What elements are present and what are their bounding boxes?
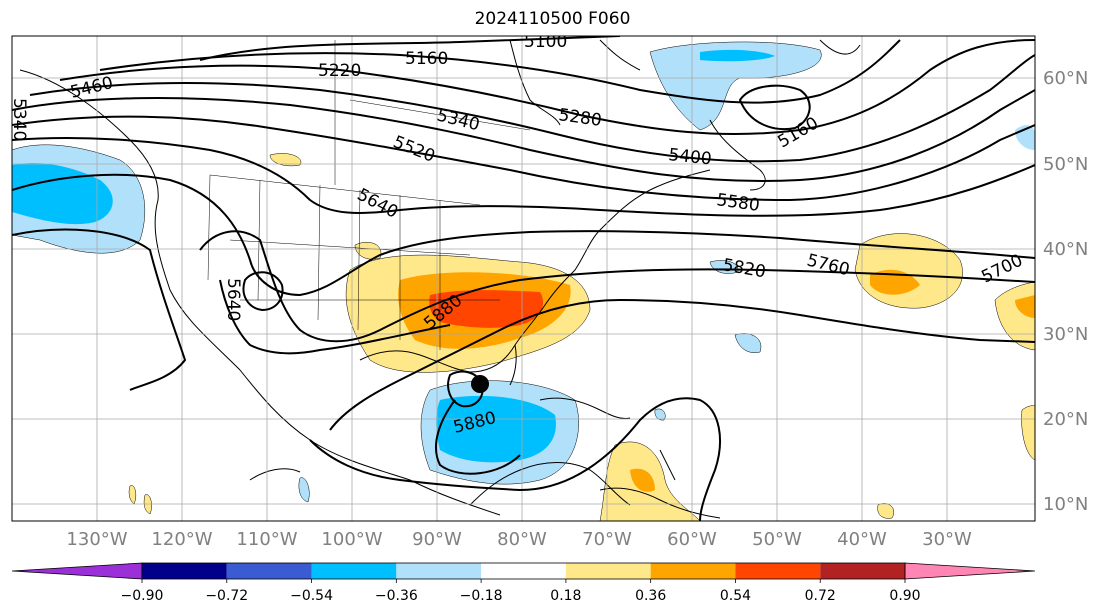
colorbar-tick-label: 0.54 (720, 588, 751, 604)
colorbar-segment (650, 563, 736, 579)
colorbar-segment (820, 563, 905, 579)
colorbar-segment (396, 563, 482, 579)
colorbar-tick-label: 0.18 (550, 588, 581, 604)
map-panel: 5100 5160 5220 5280 5340 5400 5460 5520 … (9, 32, 1035, 521)
latitude-labels: 60°N 50°N 40°N 30°N 20°N 10°N (1043, 68, 1088, 515)
map-frame (11, 35, 1036, 522)
graticule (12, 36, 1035, 521)
contour-label-5640-low: 5640 (223, 278, 243, 321)
colorbar-segment (226, 563, 312, 579)
storm-center-marker (471, 375, 489, 393)
colorbar-frame (141, 562, 906, 580)
colorbar-segment (735, 563, 821, 579)
colorbar-extend-min (11, 562, 143, 580)
lon-label-30w: 30°W (922, 529, 972, 550)
lon-label-100w: 100°W (321, 529, 382, 550)
lon-label-70w: 70°W (582, 529, 632, 550)
colorbar-extend-max (904, 562, 1036, 580)
lon-label-110w: 110°W (236, 529, 297, 550)
colorbar-tick-label: −0.54 (290, 588, 333, 604)
longitude-labels: 130°W 120°W 110°W 100°W 90°W 80°W 70°W 6… (66, 529, 972, 550)
colorbar-segment (565, 563, 651, 579)
lat-label-40n: 40°N (1043, 239, 1088, 260)
lat-label-20n: 20°N (1043, 409, 1088, 430)
colorbar-tick-label: −0.36 (375, 588, 418, 604)
colorbar: −0.90 −0.72 −0.54 −0.36 −0.18 0.18 0.36 0.54 0.7… (11, 562, 1036, 604)
lon-label-80w: 80°W (497, 529, 547, 550)
lat-label-10n: 10°N (1043, 494, 1088, 515)
colorbar-segment (481, 563, 566, 579)
anomaly-shading (12, 41, 1035, 521)
contour-label-5160: 5160 (405, 49, 448, 69)
lat-label-30n: 30°N (1043, 324, 1088, 345)
lat-label-60n: 60°N (1043, 68, 1088, 89)
contour-label-5340-west: 5340 (9, 98, 29, 141)
lon-label-120w: 120°W (151, 529, 212, 550)
lon-label-50w: 50°W (752, 529, 802, 550)
colorbar-tick-label: −0.18 (460, 588, 503, 604)
lon-label-60w: 60°W (667, 529, 717, 550)
state-borders (207, 40, 531, 350)
colorbar-tick-label: −0.90 (121, 588, 164, 604)
lon-label-130w: 130°W (66, 529, 127, 550)
lon-label-90w: 90°W (412, 529, 462, 550)
colorbar-tick-label: −0.72 (205, 588, 248, 604)
contour-label-5220: 5220 (318, 61, 361, 81)
colorbar-segment (142, 563, 227, 579)
lon-label-40w: 40°W (837, 529, 887, 550)
height-contours (12, 36, 1035, 521)
contour-label-5400: 5400 (667, 145, 712, 169)
contour-label-5100: 5100 (524, 32, 567, 52)
lat-label-50n: 50°N (1043, 154, 1088, 175)
colorbar-segment (311, 563, 397, 579)
map-title: 2024110500 F060 (474, 9, 631, 29)
colorbar-tick-label: 0.72 (805, 588, 836, 604)
colorbar-tick-label: 0.90 (889, 588, 920, 604)
colorbar-tick-label: 0.36 (635, 588, 666, 604)
